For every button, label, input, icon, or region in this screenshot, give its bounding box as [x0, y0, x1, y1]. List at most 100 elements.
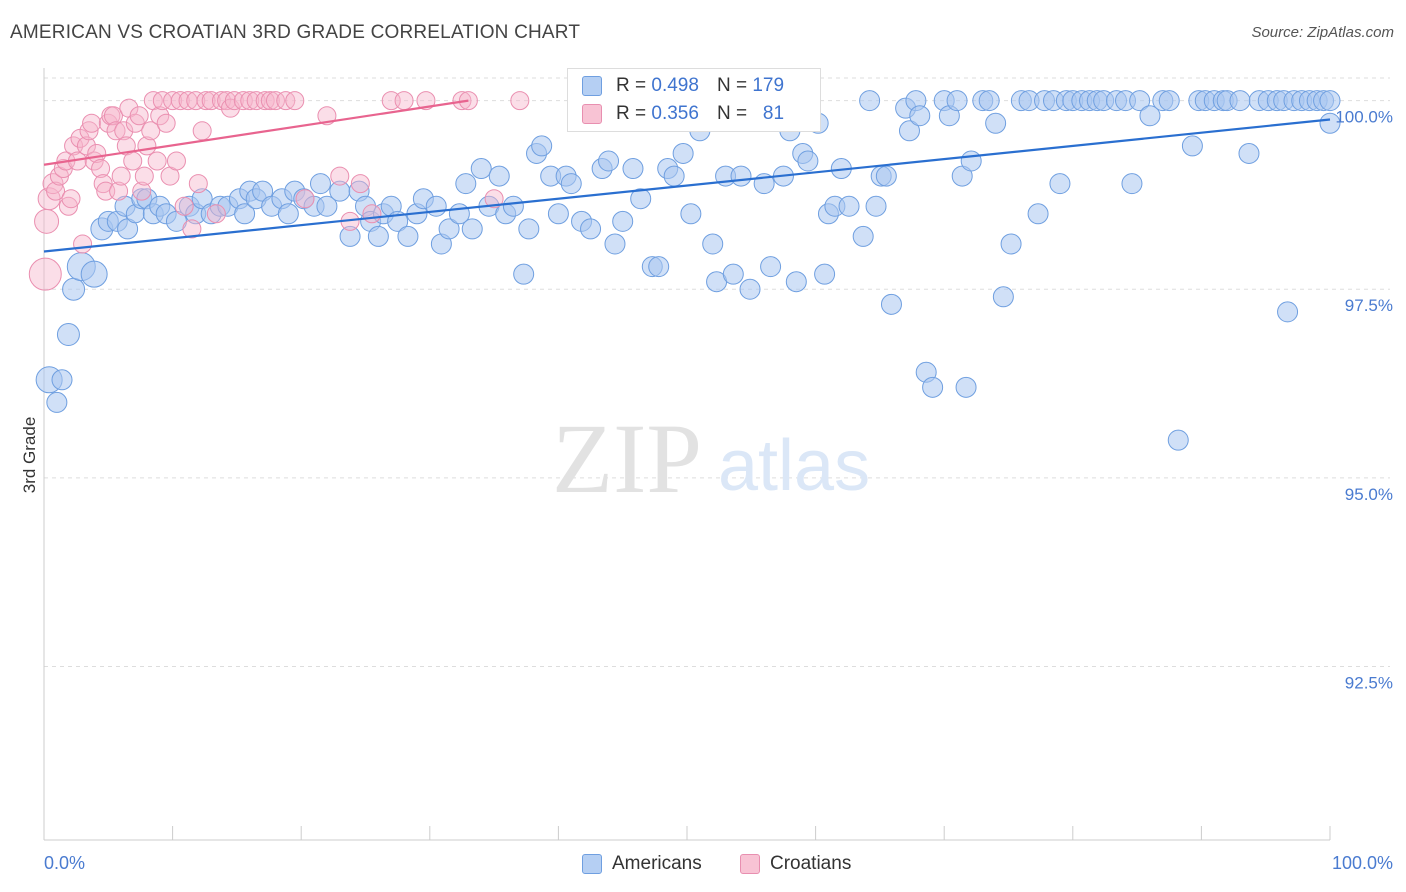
point-american — [518, 218, 540, 240]
point-american — [560, 173, 582, 195]
y-tick-label: 100.0% — [1335, 108, 1393, 127]
point-american — [663, 165, 685, 187]
legend-americans-label: Americans — [612, 853, 702, 874]
legend-americans[interactable]: Americans — [582, 852, 702, 876]
point-american — [1181, 135, 1203, 157]
trendline-croatians — [43, 99, 469, 166]
axes — [43, 68, 1331, 841]
point-croatian — [174, 196, 194, 216]
point-american — [604, 233, 626, 255]
point-croatian — [58, 196, 78, 216]
point-croatian — [182, 219, 202, 239]
point-croatian — [106, 121, 126, 141]
point-croatian — [260, 91, 280, 111]
point-american — [1129, 90, 1151, 112]
legend-americans-swatch — [582, 854, 602, 874]
source-label: Source: ZipAtlas.com — [1251, 24, 1394, 41]
point-american — [425, 195, 447, 217]
point-croatian — [166, 151, 186, 171]
americans-swatch — [582, 76, 602, 96]
x-tick-label-min: 0.0% — [44, 853, 85, 873]
watermark-atlas: atlas — [718, 426, 870, 506]
point-american — [865, 195, 887, 217]
point-american — [277, 203, 299, 225]
y-tick-label: 97.5% — [1345, 296, 1393, 315]
legend-croatians-swatch — [740, 854, 760, 874]
point-american — [680, 203, 702, 225]
stats-row-americans: R = 0.498 N = 179 — [582, 72, 784, 100]
point-american — [51, 369, 73, 391]
point-croatian — [330, 166, 350, 186]
y-tick-labels: 92.5% 95.0% 97.5% 100.0% — [1335, 108, 1393, 693]
point-croatian — [192, 121, 212, 141]
x-tick-labels: 0.0% 100.0% — [44, 853, 1393, 873]
point-croatian — [201, 91, 221, 111]
point-croatian — [362, 204, 382, 224]
point-american — [722, 263, 744, 285]
point-croatian — [255, 91, 275, 111]
y-axis-label: 3rd Grade — [20, 417, 39, 494]
point-american — [488, 165, 510, 187]
point-american — [875, 165, 897, 187]
trendline-americans — [43, 118, 1331, 253]
gridlines — [44, 77, 1390, 667]
legend-croatians[interactable]: Croatians — [740, 852, 851, 876]
point-american — [470, 158, 492, 180]
point-croatian — [170, 91, 190, 111]
point-american — [531, 135, 553, 157]
croatians-n-label: N = — [716, 103, 748, 124]
point-croatian — [76, 136, 96, 156]
point-american — [852, 225, 874, 247]
point-american — [814, 263, 836, 285]
point-american — [739, 278, 761, 300]
chart-title: AMERICAN VS CROATIAN 3RD GRADE CORRELATI… — [10, 22, 581, 43]
point-croatian — [188, 174, 208, 194]
point-american — [630, 188, 652, 210]
point-american — [367, 225, 389, 247]
point-american — [978, 90, 1000, 112]
point-american — [702, 233, 724, 255]
point-american — [455, 173, 477, 195]
point-croatian — [132, 181, 152, 201]
point-croatian — [163, 91, 183, 111]
point-croatian — [206, 204, 226, 224]
stats-row-croatians: R = 0.356 N = 81 — [582, 100, 784, 128]
point-croatian — [123, 151, 143, 171]
point-american — [1229, 90, 1251, 112]
americans-n-value: 179 — [752, 75, 785, 96]
point-croatian — [196, 91, 216, 111]
point-american — [992, 286, 1014, 308]
point-american — [513, 263, 535, 285]
point-croatian — [285, 91, 305, 111]
point-american — [80, 260, 108, 288]
point-american — [547, 203, 569, 225]
series-croatians — [28, 91, 530, 291]
point-american — [898, 120, 920, 142]
point-american — [1121, 173, 1143, 195]
point-croatian — [34, 208, 60, 234]
point-croatian — [129, 106, 149, 126]
watermark-zip: ZIP — [552, 403, 702, 514]
point-american — [955, 376, 977, 398]
croatians-r-label: R = — [616, 103, 647, 124]
point-american — [612, 210, 634, 232]
point-croatian — [82, 113, 102, 133]
point-croatian — [109, 181, 129, 201]
point-american — [785, 271, 807, 293]
point-croatian — [134, 166, 154, 186]
croatians-n-value: 81 — [762, 103, 785, 124]
point-american — [1027, 203, 1049, 225]
point-american — [648, 256, 670, 278]
trendlines — [43, 99, 1331, 253]
point-american — [502, 195, 524, 217]
point-american — [909, 105, 931, 127]
point-american — [985, 112, 1007, 134]
point-american — [797, 150, 819, 172]
series-americans — [35, 90, 1341, 451]
y-tick-label: 92.5% — [1345, 673, 1393, 692]
stats-box: R = 0.498 N = 179 R = 0.356 N = 81 — [567, 68, 821, 132]
point-american — [1319, 90, 1341, 112]
point-croatian — [156, 113, 176, 133]
x-tick-label-max: 100.0% — [1332, 853, 1393, 873]
